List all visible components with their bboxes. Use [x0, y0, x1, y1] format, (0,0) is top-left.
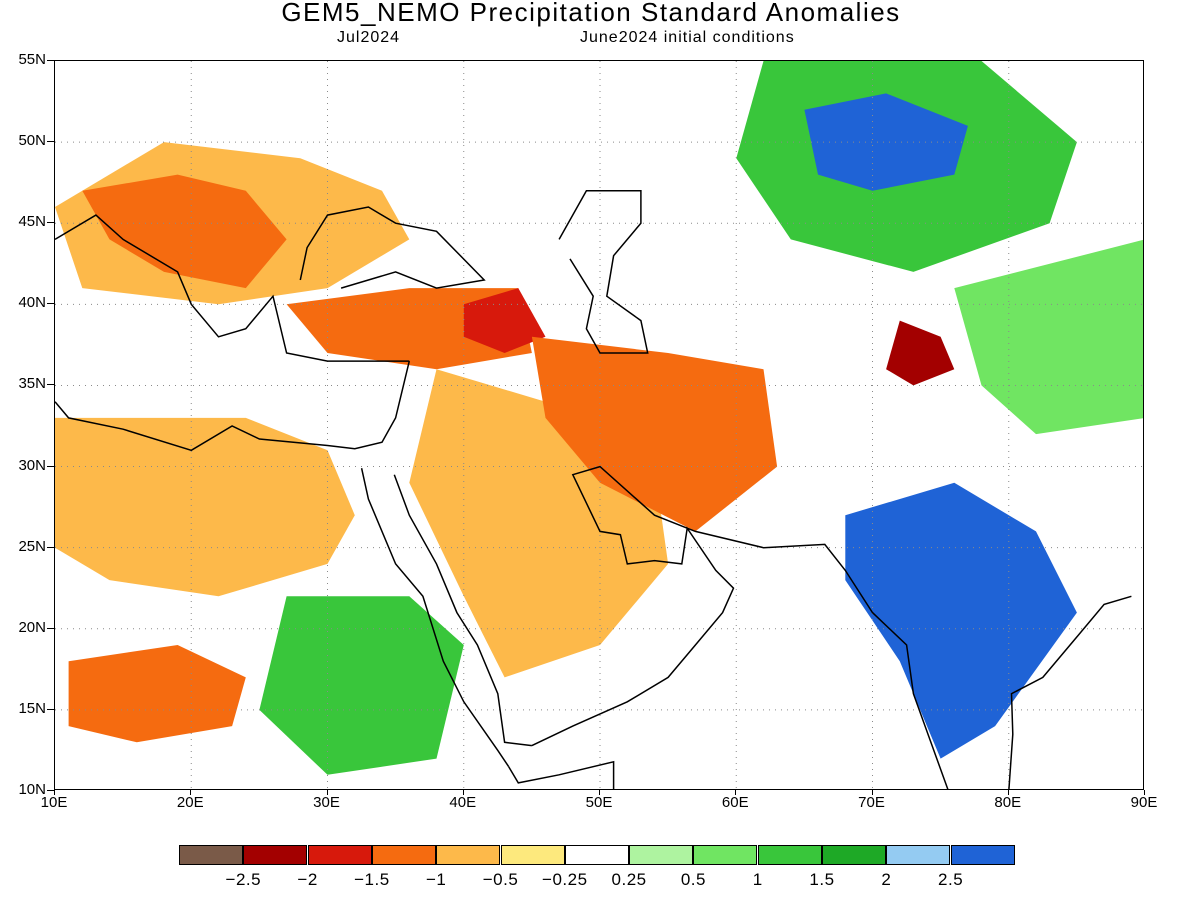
lon-tick: [871, 790, 873, 795]
map-title: GEM5_NEMO Precipitation Standard Anomali…: [281, 0, 901, 27]
lat-tick: [47, 222, 54, 224]
lon-tick: [1007, 790, 1009, 795]
anomaly-region-sahel: [68, 645, 246, 743]
legend-label: 2.5: [938, 870, 964, 889]
lon-tick: [462, 790, 464, 795]
anomaly-map: [55, 61, 1143, 789]
forecast-month: Jul2024: [337, 29, 401, 46]
lat-label: 25N: [18, 537, 46, 555]
lat-label: 50N: [18, 132, 46, 150]
lon-label: 50E: [585, 794, 613, 811]
lat-label: 40N: [18, 294, 46, 312]
coastline-mediterranean-south: [55, 360, 411, 452]
anomaly-region-east-africa: [259, 596, 464, 775]
anomaly-region-karakoram: [886, 320, 955, 386]
legend-swatch: [307, 845, 372, 865]
legend-label: −1.5: [354, 870, 390, 889]
map-area: [54, 60, 1144, 790]
lat-tick: [47, 708, 54, 710]
coastline-red-sea-west: [360, 468, 510, 768]
anomaly-region-balkans: [82, 174, 287, 289]
legend-swatch: [822, 845, 886, 865]
coastline-red-sea-east: [393, 474, 532, 747]
lat-tick: [47, 627, 54, 629]
coastline-horn-of-africa: [508, 760, 615, 789]
legend-swatch: [886, 845, 951, 865]
lon-label: 90E: [1130, 794, 1158, 811]
legend-swatch: [179, 845, 243, 865]
legend-swatch: [757, 845, 822, 865]
lon-label: 20E: [176, 794, 204, 811]
legend-swatch: [564, 845, 629, 865]
coastline-india-east-coast: [1008, 595, 1132, 789]
lon-tick: [1144, 790, 1145, 795]
legend-label: 2: [881, 870, 892, 889]
lat-label: 35N: [18, 375, 46, 393]
anomaly-region-kazakhstan-core: [804, 93, 968, 191]
lat-tick: [47, 465, 54, 467]
lon-label: 40E: [449, 794, 477, 811]
legend-label: 0.25: [611, 870, 647, 889]
lat-tick: [47, 141, 54, 143]
legend-label: 1: [752, 870, 763, 889]
lon-tick: [326, 790, 328, 795]
legend-label: −0.25: [542, 870, 588, 889]
lat-label: 10N: [18, 781, 46, 798]
legend-label: −2.5: [225, 870, 262, 889]
legend-swatch: [371, 845, 436, 865]
legend-swatch: [436, 845, 501, 865]
lat-label: 20N: [18, 618, 46, 636]
coastline-caspian-sea: [558, 190, 649, 354]
anomaly-fills: [55, 61, 1143, 775]
lon-label: 70E: [858, 794, 885, 811]
lat-tick: [47, 303, 54, 305]
coastline-mediterranean-north: [55, 214, 410, 362]
legend-swatch: [629, 845, 694, 865]
lon-tick: [54, 790, 55, 795]
lon-tick: [599, 790, 600, 795]
lon-label: 80E: [994, 794, 1022, 811]
legend-swatch: [500, 845, 565, 865]
legend-label: −1: [425, 870, 447, 889]
legend-swatch: [243, 845, 308, 865]
anomaly-region-eastern-anatolia: [463, 288, 546, 353]
lat-label: 30N: [18, 456, 46, 474]
lon-label: 10E: [40, 794, 68, 811]
legend-label: 1.5: [809, 870, 835, 889]
legend-swatch: [950, 845, 1015, 865]
initial-conditions: June2024 initial conditions: [580, 29, 795, 46]
lat-label: 45N: [18, 213, 46, 231]
lat-tick: [47, 790, 54, 791]
legend-label: −0.5: [482, 870, 519, 889]
legend-label: −2: [297, 870, 318, 889]
lon-tick: [735, 790, 737, 795]
lat-tick: [47, 384, 54, 386]
anomaly-region-sahara: [55, 417, 355, 597]
lat-tick: [47, 546, 54, 548]
coastline-black-sea: [299, 206, 486, 289]
coastlines: [55, 190, 1132, 789]
coastline-arabian-peninsula-south: [531, 465, 949, 789]
lon-label: 30E: [313, 794, 340, 811]
lat-label: 55N: [18, 51, 46, 68]
legend-label: 0.5: [680, 870, 706, 889]
lat-label: 15N: [18, 699, 46, 717]
lon-label: 60E: [721, 794, 749, 811]
anomaly-region-tibet: [954, 239, 1143, 435]
lon-tick: [190, 790, 192, 795]
lat-tick: [47, 60, 54, 61]
legend-swatch: [693, 845, 758, 865]
